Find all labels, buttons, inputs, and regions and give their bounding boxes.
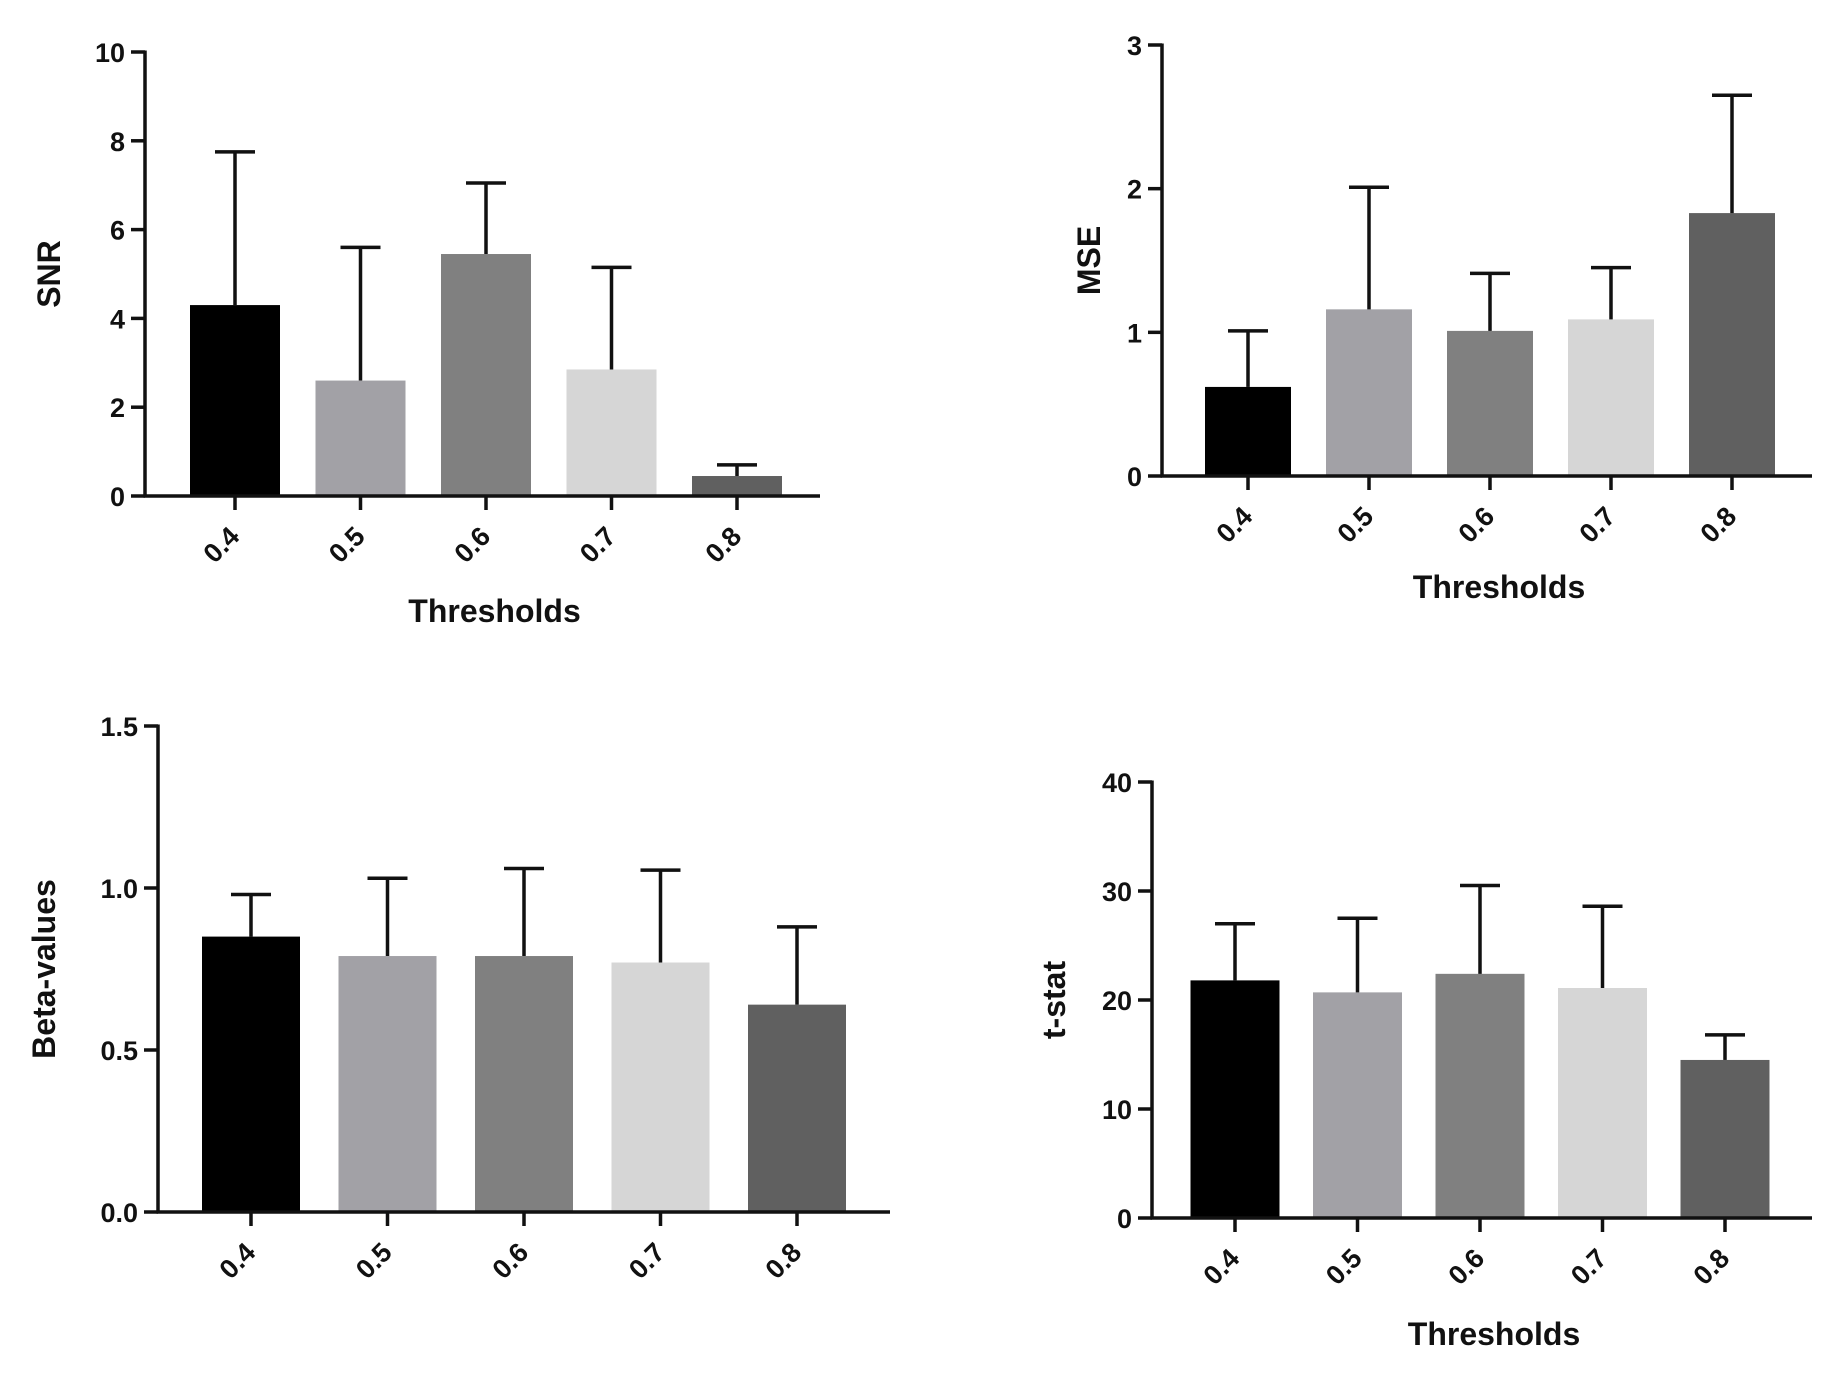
y-axis-title: MSE: [1071, 226, 1107, 295]
x-tick-label: 0.5: [350, 1237, 398, 1285]
y-tick-label: 20: [1102, 986, 1132, 1016]
x-tick-label: 0.7: [1573, 501, 1621, 549]
x-tick-label: 0.8: [1694, 501, 1742, 549]
x-tick-label: 0.7: [623, 1237, 671, 1285]
bar-0.8: [1689, 213, 1775, 476]
bar-0.4: [202, 936, 300, 1212]
x-tick-label: 0.6: [1452, 501, 1500, 549]
x-tick-label: 0.4: [213, 1237, 261, 1285]
bar-0.8: [748, 1004, 846, 1212]
y-tick-label: 0: [1127, 462, 1142, 492]
x-tick-label: 0.4: [197, 521, 245, 569]
x-tick-label: 0.7: [1565, 1243, 1613, 1291]
y-tick-label: 1: [1127, 318, 1142, 348]
y-tick-label: 40: [1102, 768, 1132, 798]
bar-0.6: [1435, 973, 1525, 1218]
y-axis-title: Beta-values: [26, 879, 62, 1059]
bar-0.5: [315, 380, 406, 496]
x-axis-title: Thresholds: [1408, 1316, 1580, 1352]
y-tick-label: 10: [1102, 1095, 1132, 1125]
bar-0.4: [1190, 980, 1280, 1218]
beta-values-chart: 0.0 0.5 1.0 1.5 0.4 0.5 0.6 0.7 0.8 Beta-values: [26, 712, 890, 1285]
y-tick-label: 3: [1127, 31, 1142, 61]
y-tick-label: 2: [1127, 175, 1142, 205]
bar-0.4: [1205, 386, 1291, 476]
y-tick-label: 1.5: [100, 712, 138, 742]
x-tick-label: 0.4: [1197, 1243, 1245, 1291]
x-tick-label: 0.6: [1442, 1243, 1490, 1291]
y-tick-label: 2: [110, 393, 125, 423]
bar-0.6: [1447, 330, 1533, 476]
x-tick-label: 0.5: [1320, 1243, 1368, 1291]
x-tick-label: 0.7: [574, 521, 622, 569]
x-tick-label: 0.6: [486, 1237, 534, 1285]
x-tick-label: 0.5: [1331, 501, 1379, 549]
y-tick-label: 8: [110, 127, 125, 157]
y-tick-label: 0: [1117, 1204, 1132, 1234]
x-axis-title: Thresholds: [1413, 569, 1585, 605]
y-tick-label: 30: [1102, 877, 1132, 907]
y-tick-label: 4: [110, 304, 125, 334]
y-tick-label: 0.0: [100, 1198, 138, 1228]
x-tick-label: 0.4: [1210, 501, 1258, 549]
bar-0.8: [692, 476, 782, 496]
t-stat-chart: 0 10 20 30 40 0.4 0.5 0.6 0.7 0.8 t-stat Thresholds: [1036, 768, 1812, 1352]
bar-0.7: [566, 369, 657, 496]
bar-0.8: [1680, 1059, 1770, 1218]
x-tick-label: 0.6: [448, 521, 496, 569]
x-tick-label: 0.8: [699, 521, 747, 569]
x-tick-label: 0.8: [1687, 1243, 1735, 1291]
bar-0.5: [1326, 309, 1412, 476]
bar-0.5: [1313, 992, 1402, 1218]
bar-0.6: [441, 254, 531, 496]
bar-0.5: [338, 956, 437, 1212]
y-tick-label: 0: [110, 482, 125, 512]
bar-0.7: [611, 962, 710, 1212]
mse-chart: 0 1 2 3 0.4 0.5 0.6 0.7 0.8 MSE Thresholds: [1071, 31, 1812, 605]
bar-0.7: [1558, 988, 1647, 1218]
x-axis-title: Thresholds: [408, 593, 580, 629]
snr-chart: 0 2 4 6 8 10 0.4 0.5 0.6 0.7 0.8 SNR Thresholds: [31, 38, 820, 629]
y-axis-title: t-stat: [1036, 961, 1072, 1040]
y-tick-label: 10: [95, 38, 125, 68]
y-axis-title: SNR: [31, 240, 67, 308]
bar-0.4: [190, 305, 280, 496]
y-tick-label: 6: [110, 216, 125, 246]
y-tick-label: 1.0: [100, 874, 138, 904]
bar-0.7: [1568, 319, 1654, 476]
x-tick-label: 0.8: [759, 1237, 807, 1285]
bar-0.6: [475, 956, 573, 1212]
y-tick-label: 0.5: [100, 1036, 138, 1066]
x-tick-label: 0.5: [323, 521, 371, 569]
